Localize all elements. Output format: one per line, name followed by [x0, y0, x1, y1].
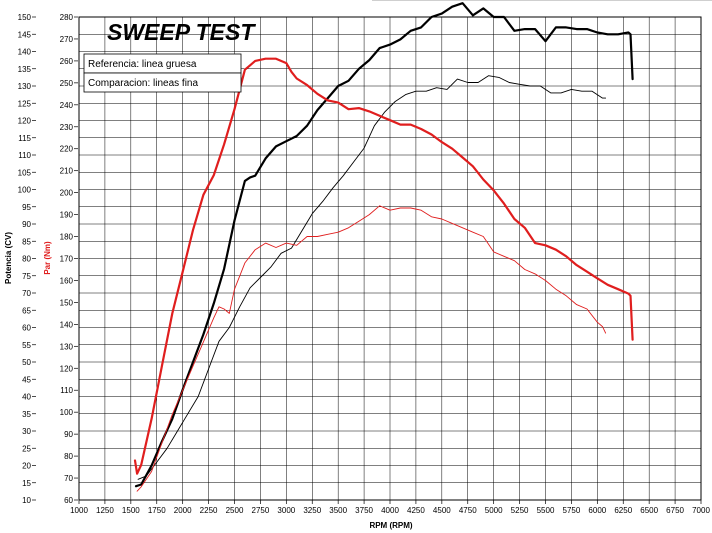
rpm-tick-label: 5000	[485, 506, 503, 515]
potencia-axis-title: Potencia (CV)	[4, 232, 13, 284]
rpm-tick-label: 7000	[692, 506, 710, 515]
par-tick-label: 160	[60, 276, 74, 285]
par-tick-label: 270	[60, 35, 74, 44]
potencia-tick-label: 20	[22, 462, 31, 471]
par-tick-label: 260	[60, 57, 74, 66]
rpm-tick-label: 2000	[174, 506, 192, 515]
chart-grid	[78, 16, 702, 501]
potencia-tick-label: 60	[22, 324, 31, 333]
par-tick-label: 110	[60, 386, 73, 395]
legend-entry-comparacion: Comparacion: lineas fina	[88, 78, 198, 89]
potencia-axis: 10 15 20 25 30 35 40 45 50 55 60 65 70 75 80 85 90 95 100 1…	[18, 13, 36, 505]
par-tick-label: 170	[60, 255, 74, 264]
rpm-tick-label: 4000	[381, 506, 399, 515]
potencia-tick-label: 25	[22, 444, 31, 453]
par-tick-label: 60	[64, 496, 73, 505]
potencia-tick-label: 40	[22, 393, 31, 402]
par-tick-label: 90	[64, 430, 73, 439]
par-tick-label: 240	[60, 101, 74, 110]
legend-entry-referencia: Referencia: linea gruesa	[88, 59, 197, 70]
par-tick-label: 80	[64, 452, 73, 461]
par-tick-label: 210	[60, 167, 74, 176]
rpm-tick-label: 1250	[96, 506, 114, 515]
rpm-tick-label: 4250	[407, 506, 425, 515]
rpm-tick-label: 2250	[200, 506, 218, 515]
rpm-tick-label: 3000	[277, 506, 295, 515]
par-comparacion-line	[136, 205, 607, 492]
rpm-tick-label: 6250	[614, 506, 632, 515]
rpm-tick-label: 3750	[355, 506, 373, 515]
rpm-tick-label: 4750	[459, 506, 477, 515]
potencia-tick-label: 45	[22, 375, 31, 384]
potencia-tick-label: 35	[22, 410, 31, 419]
chart-title: SWEEP TEST	[107, 19, 256, 45]
par-tick-label: 150	[60, 298, 74, 307]
potencia-tick-label: 55	[22, 341, 31, 350]
par-tick-label: 140	[60, 320, 74, 329]
potencia-tick-label: 65	[22, 306, 31, 315]
potencia-tick-label: 130	[18, 82, 32, 91]
rpm-tick-label: 3500	[329, 506, 347, 515]
potencia-tick-label: 150	[18, 13, 32, 22]
par-tick-label: 100	[60, 408, 74, 417]
potencia-tick-label: 100	[18, 186, 32, 195]
rpm-tick-label: 6750	[666, 506, 684, 515]
potencia-tick-label: 90	[22, 220, 31, 229]
rpm-tick-label: 2750	[252, 506, 270, 515]
potencia-tick-label: 120	[18, 117, 32, 126]
rpm-tick-label: 6000	[588, 506, 606, 515]
rpm-axis: 1000 1250 1500 1750 2000 2250 2500 2750 3000 3250…	[70, 500, 710, 515]
potencia-referencia-line	[134, 2, 634, 488]
par-tick-label: 190	[60, 211, 74, 220]
potencia-tick-label: 110	[18, 151, 31, 160]
par-tick-label: 130	[60, 342, 74, 351]
potencia-tick-label: 85	[22, 237, 31, 246]
potencia-tick-label: 15	[22, 479, 31, 488]
potencia-tick-label: 50	[22, 358, 31, 367]
potencia-comparacion-line	[137, 75, 607, 480]
rpm-tick-label: 1750	[148, 506, 166, 515]
par-tick-label: 180	[60, 233, 74, 242]
rpm-tick-label: 5500	[537, 506, 555, 515]
par-tick-label: 250	[60, 79, 74, 88]
par-tick-label: 200	[60, 189, 74, 198]
potencia-tick-label: 10	[22, 496, 31, 505]
par-tick-label: 120	[60, 364, 74, 373]
potencia-tick-label: 125	[18, 99, 32, 108]
par-axis-title: Par (Nm)	[43, 241, 52, 275]
rpm-tick-label: 1500	[122, 506, 140, 515]
rpm-tick-label: 2500	[226, 506, 244, 515]
potencia-tick-label: 115	[18, 134, 31, 143]
rpm-tick-label: 3250	[303, 506, 321, 515]
potencia-tick-label: 70	[22, 289, 31, 298]
potencia-tick-label: 80	[22, 255, 31, 264]
potencia-tick-label: 30	[22, 427, 31, 436]
par-tick-label: 230	[60, 123, 74, 132]
rpm-tick-label: 4500	[433, 506, 451, 515]
legend-box-comparacion	[83, 72, 242, 93]
potencia-tick-label: 75	[22, 272, 31, 281]
legend: Referencia: linea gruesa Comparacion: li…	[83, 53, 242, 93]
par-axis: 60 70 80 90 100 110 120 130 140 150 160 170 180 190 20…	[60, 13, 78, 505]
potencia-tick-label: 105	[18, 168, 32, 177]
rpm-axis-title: RPM (RPM)	[369, 521, 412, 530]
rpm-tick-label: 1000	[70, 506, 88, 515]
series-layer	[133, 2, 634, 492]
par-tick-label: 70	[64, 474, 73, 483]
rpm-tick-label: 6500	[640, 506, 658, 515]
par-tick-label: 220	[60, 145, 74, 154]
par-referencia-line	[133, 57, 634, 475]
rpm-tick-label: 5750	[563, 506, 581, 515]
potencia-tick-label: 145	[18, 30, 32, 39]
par-tick-label: 280	[60, 13, 74, 22]
potencia-tick-label: 135	[18, 65, 32, 74]
potencia-tick-label: 140	[18, 48, 32, 57]
potencia-tick-label: 95	[22, 203, 31, 212]
rpm-tick-label: 5250	[511, 506, 529, 515]
header-rule	[372, 0, 712, 1]
